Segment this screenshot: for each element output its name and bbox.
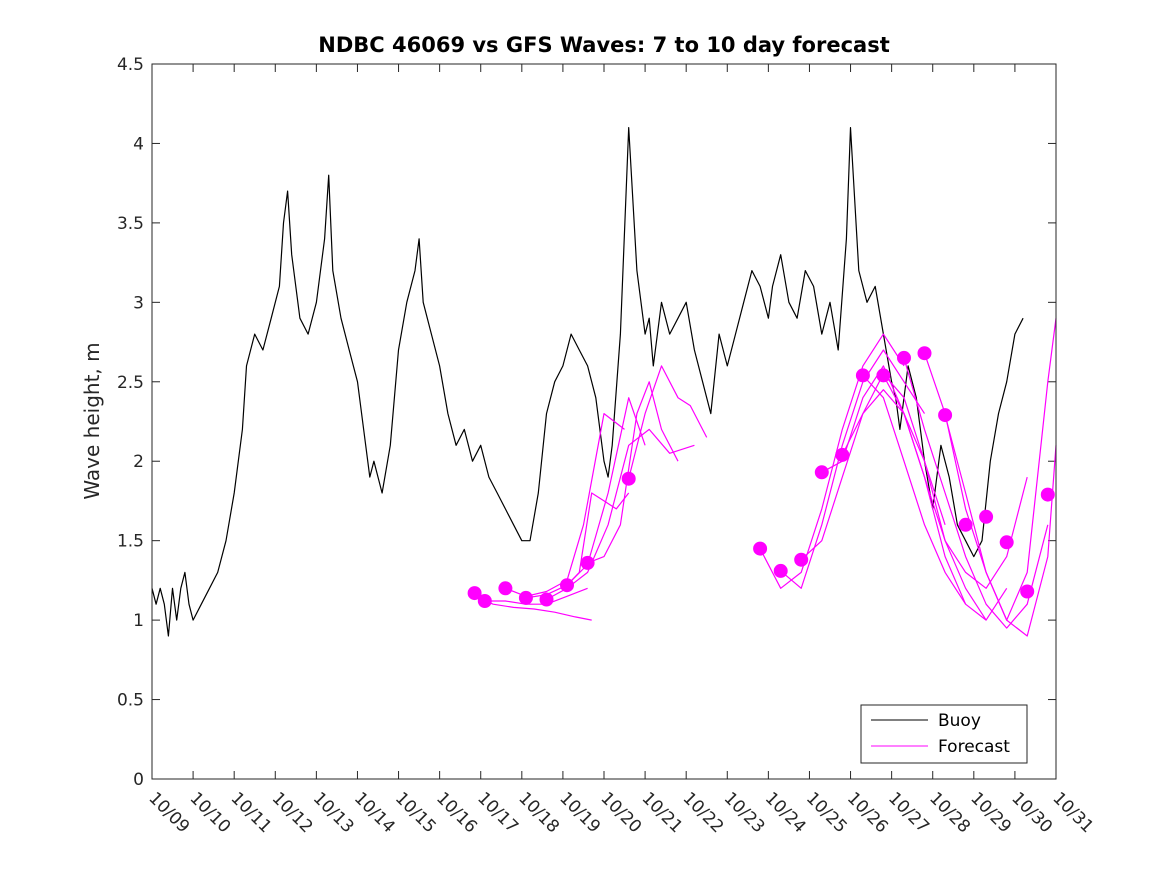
forecast-marker	[1020, 584, 1035, 599]
y-tick-label: 0.5	[117, 691, 144, 711]
legend: Buoy Forecast	[860, 704, 1028, 764]
forecast-marker	[621, 471, 636, 486]
legend-forecast-label: Forecast	[938, 737, 1010, 757]
forecast-series-line	[903, 357, 1049, 629]
forecast-marker	[477, 594, 492, 608]
y-tick-label: 2	[133, 452, 144, 472]
legend-box	[860, 704, 1028, 764]
buoy-series-line	[151, 126, 1024, 637]
forecast-series-line	[800, 389, 946, 561]
plot-area	[152, 64, 1056, 779]
forecast-marker	[1040, 487, 1055, 502]
forecast-series-line	[882, 375, 1028, 589]
forecast-marker	[979, 509, 994, 524]
y-axis-ticks: 0 0.5 1 1.5 2 2.5 3 3.5 4 4.5	[117, 55, 1056, 790]
forecast-marker	[814, 465, 829, 480]
forecast-marker	[876, 368, 891, 383]
forecast-marker	[958, 517, 973, 532]
forecast-marker	[835, 447, 850, 462]
forecast-marker	[794, 552, 809, 567]
y-tick-label: 3.5	[117, 214, 144, 234]
forecast-marker	[498, 581, 513, 596]
forecast-series-line	[628, 365, 708, 479]
y-tick-label: 4	[133, 134, 144, 154]
forecast-series-line	[759, 333, 905, 589]
forecast-marker	[753, 541, 768, 556]
plot-frame	[151, 63, 1057, 780]
forecast-marker	[518, 590, 533, 605]
forecast-series-line	[474, 595, 592, 621]
y-tick-label: 2.5	[117, 373, 144, 393]
forecast-series-line	[484, 587, 588, 605]
forecast-marker	[560, 578, 574, 593]
y-axis-label: Wave height, m	[80, 342, 104, 499]
y-tick-label: 4.5	[117, 55, 144, 75]
y-tick-label: 0	[133, 770, 144, 790]
forecast-series-line	[566, 492, 630, 586]
forecast-marker	[938, 408, 953, 423]
forecast-series-line	[587, 381, 679, 564]
forecast-marker	[773, 563, 788, 578]
chart-title: NDBC 46069 vs GFS Waves: 7 to 10 day for…	[318, 33, 889, 57]
y-tick-label: 1.5	[117, 532, 144, 552]
forecast-series-line	[780, 349, 926, 589]
legend-buoy-label: Buoy	[938, 711, 981, 731]
forecast-marker	[539, 592, 554, 607]
forecast-marker	[467, 586, 482, 601]
forecast-series-line	[862, 374, 1008, 621]
y-tick-label: 1	[133, 611, 144, 631]
forecast-marker	[917, 346, 932, 361]
forecast-series-line	[841, 373, 987, 621]
forecast-marker	[999, 535, 1014, 550]
series-layer	[151, 126, 1057, 637]
forecast-marker	[855, 368, 870, 383]
forecast-marker	[897, 350, 911, 365]
y-tick-label: 3	[133, 293, 144, 313]
forecast-series-line	[944, 318, 1057, 621]
forecast-marker	[580, 555, 595, 570]
